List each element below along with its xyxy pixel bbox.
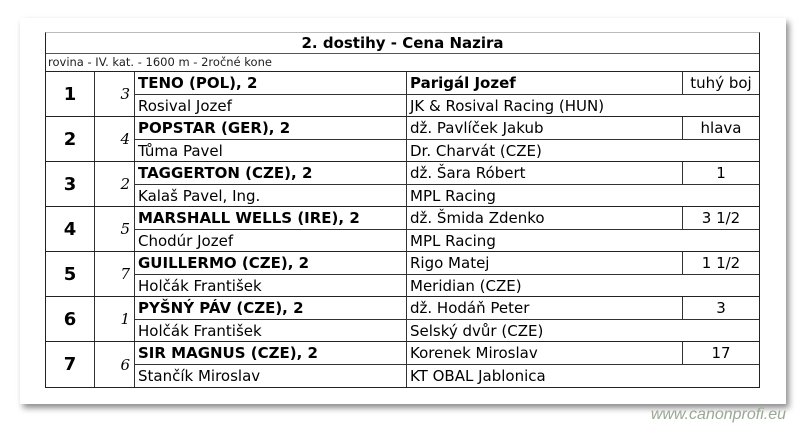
start-number: 6 [95, 342, 135, 387]
result-row: 5 7 GUILLERMO (CZE), 2 Rigo Matej 1 1/2 … [46, 252, 759, 297]
margin: 3 1/2 [682, 207, 759, 229]
place: 1 [46, 72, 95, 116]
trainer: Holčák František [135, 320, 407, 342]
trainer: Kalaš Pavel, Ing. [135, 185, 407, 207]
start-number: 7 [95, 252, 135, 296]
result-row: 7 6 SIR MAGNUS (CZE), 2 Korenek Miroslav… [46, 342, 759, 387]
start-number: 4 [95, 117, 135, 161]
owner: MPL Racing [410, 187, 496, 205]
margin: 1 [682, 162, 759, 184]
result-row: 4 5 MARSHALL WELLS (IRE), 2 dž. Šmida Zd… [46, 207, 759, 252]
horse-name: PYŠNÝ PÁV (CZE), 2 [135, 297, 407, 319]
results-card [20, 18, 786, 404]
start-number: 5 [95, 207, 135, 251]
jockey: dž. Pavlíček Jakub [410, 119, 544, 137]
result-row: 1 3 TENO (POL), 2 Parigál Jozef tuhý boj… [46, 72, 759, 117]
jockey: dž. Šmida Zdenko [410, 209, 545, 227]
race-conditions: rovina - IV. kat. - 1600 m - 2ročné kone [46, 54, 759, 72]
place: 2 [46, 117, 95, 161]
trainer: Holčák František [135, 275, 407, 297]
owner: KT OBAL Jablonica [410, 367, 546, 385]
place: 4 [46, 207, 95, 251]
horse-name: POPSTAR (GER), 2 [135, 117, 407, 139]
race-title: 2. dostihy - Cena Nazira [46, 33, 759, 54]
owner: Selský dvůr (CZE) [410, 322, 544, 340]
jockey: dž. Hodáň Peter [410, 299, 530, 317]
jockey: Korenek Miroslav [410, 344, 538, 362]
watermark: www.canonprofi.eu [650, 406, 786, 423]
owner: Dr. Charvát (CZE) [410, 142, 542, 160]
place: 7 [46, 342, 95, 387]
result-row: 6 1 PYŠNÝ PÁV (CZE), 2 dž. Hodáň Peter 3… [46, 297, 759, 342]
jockey: dž. Šara Róbert [410, 164, 526, 182]
owner: Meridian (CZE) [410, 277, 522, 295]
margin: hlava [682, 117, 759, 139]
horse-name: MARSHALL WELLS (IRE), 2 [135, 207, 407, 229]
trainer: Tůma Pavel [135, 140, 407, 162]
horse-name: TENO (POL), 2 [135, 72, 407, 94]
start-number: 1 [95, 297, 135, 341]
margin: 1 1/2 [682, 252, 759, 274]
trainer: Stančík Miroslav [135, 365, 407, 387]
horse-name: TAGGERTON (CZE), 2 [135, 162, 407, 184]
trainer: Chodúr Jozef [135, 230, 407, 252]
owner: JK & Rosival Racing (HUN) [410, 97, 605, 115]
margin: tuhý boj [682, 72, 759, 94]
start-number: 2 [95, 162, 135, 206]
horse-name: GUILLERMO (CZE), 2 [135, 252, 407, 274]
start-number: 3 [95, 72, 135, 116]
place: 3 [46, 162, 95, 206]
result-row: 2 4 POPSTAR (GER), 2 dž. Pavlíček Jakub … [46, 117, 759, 162]
trainer: Rosival Jozef [135, 95, 407, 117]
result-row: 3 2 TAGGERTON (CZE), 2 dž. Šara Róbert 1… [46, 162, 759, 207]
margin: 17 [682, 342, 759, 364]
jockey: Parigál Jozef [410, 74, 516, 92]
race-results-table: 2. dostihy - Cena Nazira rovina - IV. ka… [45, 32, 760, 388]
jockey: Rigo Matej [410, 254, 490, 272]
place: 6 [46, 297, 95, 341]
margin: 3 [682, 297, 759, 319]
place: 5 [46, 252, 95, 296]
owner: MPL Racing [410, 232, 496, 250]
horse-name: SIR MAGNUS (CZE), 2 [135, 342, 407, 364]
